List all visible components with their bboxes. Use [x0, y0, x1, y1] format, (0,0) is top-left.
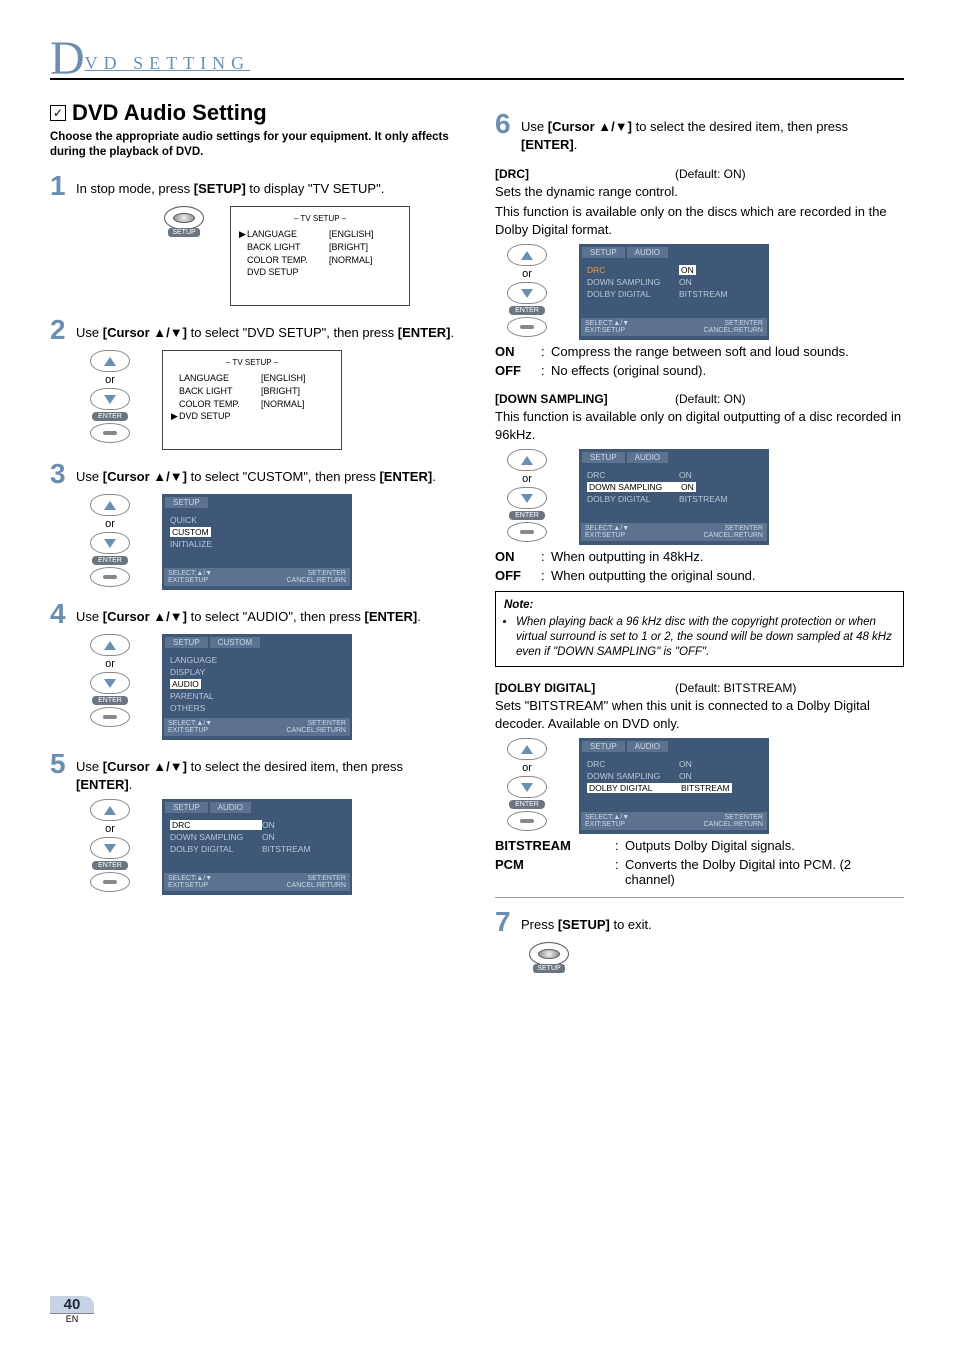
tv-setup-screen-2: – TV SETUP – LANGUAGE[ENGLISH]BACK LIGHT…	[162, 350, 342, 450]
step-2: 2 Use [Cursor ▲/▼] to select "DVD SETUP"…	[50, 316, 459, 344]
step-6: 6 Use [Cursor ▲/▼] to select the desired…	[495, 110, 904, 153]
audio-menu-ds: SETUPAUDIO DRCONDOWN SAMPLINGONDOLBY DIG…	[579, 449, 769, 545]
section-header: D VD SETTING	[50, 40, 904, 80]
cursor-cluster-icon: or ENTER	[499, 244, 555, 337]
right-column: 6 Use [Cursor ▲/▼] to select the desired…	[495, 100, 904, 973]
step-4: 4 Use [Cursor ▲/▼] to select "AUDIO", th…	[50, 600, 459, 628]
audio-menu-dd: SETUPAUDIO DRCONDOWN SAMPLINGONDOLBY DIG…	[579, 738, 769, 834]
cursor-cluster-icon: or ENTER	[82, 634, 138, 727]
note-box: Note: When playing back a 96 kHz disc wi…	[495, 591, 904, 667]
cursor-cluster-icon: or ENTER	[82, 494, 138, 587]
header-rest: VD SETTING	[85, 53, 251, 74]
subtitle: Choose the appropriate audio settings fo…	[50, 130, 459, 160]
cursor-cluster-icon: or ENTER	[82, 350, 138, 443]
enter-button-icon	[90, 423, 130, 443]
checkbox-icon: ✓	[50, 105, 66, 121]
cursor-down-icon	[90, 388, 130, 410]
step-1: 1 In stop mode, press [SETUP] to display…	[50, 172, 459, 200]
audio-menu-screen: SETUP AUDIO DRCONDOWN SAMPLINGONDOLBY DI…	[162, 799, 352, 895]
step-7: 7 Press [SETUP] to exit.	[495, 908, 904, 936]
cursor-up-icon	[90, 350, 130, 372]
setup-menu-screen: SETUP QUICKCUSTOMINITIALIZE SELECT:▲/▼EX…	[162, 494, 352, 590]
tv-setup-screen-1: – TV SETUP – ▶LANGUAGE[ENGLISH]BACK LIGH…	[230, 206, 410, 306]
audio-menu-drc: SETUPAUDIO DRCONDOWN SAMPLINGONDOLBY DIG…	[579, 244, 769, 340]
main-title: DVD Audio Setting	[72, 100, 267, 126]
dolby-heading: [DOLBY DIGITAL]	[495, 681, 675, 695]
drc-heading: [DRC]	[495, 167, 675, 181]
setup-button-icon: SETUP	[527, 942, 571, 973]
step-3: 3 Use [Cursor ▲/▼] to select "CUSTOM", t…	[50, 460, 459, 488]
cursor-cluster-icon: or ENTER	[499, 738, 555, 831]
page-number: 40 EN	[50, 1296, 94, 1324]
step-5: 5 Use [Cursor ▲/▼] to select the desired…	[50, 750, 459, 793]
cursor-cluster-icon: or ENTER	[499, 449, 555, 542]
custom-menu-screen: SETUP CUSTOM LANGUAGEDISPLAYAUDIOPARENTA…	[162, 634, 352, 740]
setup-button-icon: SETUP	[162, 206, 206, 237]
header-big-d: D	[50, 40, 85, 78]
downsampling-heading: [DOWN SAMPLING]	[495, 392, 675, 406]
left-column: ✓ DVD Audio Setting Choose the appropria…	[50, 100, 459, 973]
cursor-cluster-icon: or ENTER	[82, 799, 138, 892]
step-number: 1	[50, 172, 70, 200]
